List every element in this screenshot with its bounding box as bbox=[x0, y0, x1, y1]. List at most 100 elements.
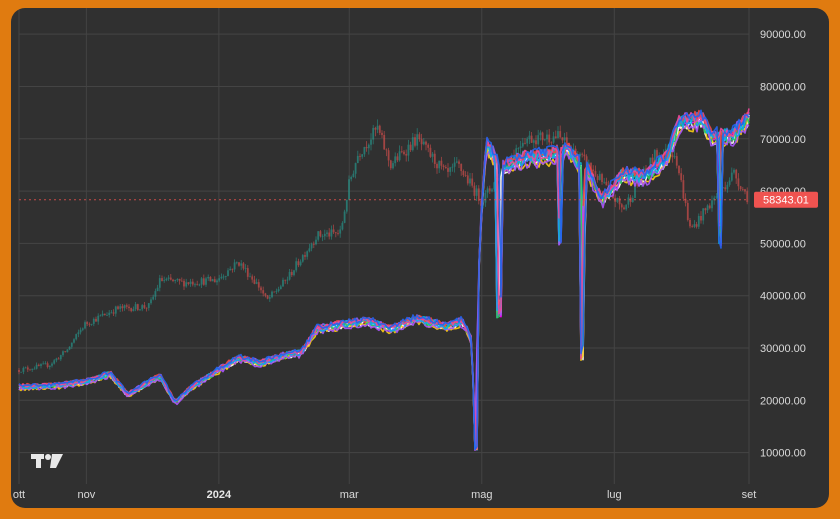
candle bbox=[376, 119, 379, 134]
candle bbox=[702, 208, 705, 225]
candle bbox=[290, 269, 293, 277]
candle bbox=[218, 274, 221, 283]
y-tick-label: 50000.00 bbox=[760, 238, 806, 250]
candle bbox=[240, 260, 243, 270]
candle bbox=[191, 278, 194, 287]
candle bbox=[451, 163, 454, 172]
candle bbox=[246, 265, 249, 280]
candle bbox=[337, 229, 339, 236]
candle bbox=[493, 181, 496, 192]
candle bbox=[594, 165, 597, 178]
candle bbox=[552, 131, 555, 144]
candle bbox=[95, 316, 97, 322]
candle bbox=[209, 276, 212, 282]
candle bbox=[264, 292, 267, 298]
candle bbox=[407, 139, 410, 162]
y-tick-label: 20000.00 bbox=[760, 395, 806, 407]
candle bbox=[268, 294, 271, 302]
candle bbox=[730, 167, 733, 182]
candle bbox=[385, 148, 388, 157]
candle bbox=[603, 177, 606, 184]
candlestick-series bbox=[18, 119, 749, 375]
candle bbox=[695, 221, 698, 229]
candle bbox=[416, 128, 419, 150]
y-tick-label: 80000.00 bbox=[760, 81, 806, 93]
candle bbox=[143, 301, 146, 309]
series-line bbox=[18, 109, 750, 451]
candle bbox=[66, 349, 69, 353]
candle bbox=[741, 186, 744, 191]
candle bbox=[372, 124, 375, 145]
candle bbox=[363, 146, 366, 157]
candle bbox=[319, 230, 322, 238]
candle bbox=[22, 366, 25, 375]
candle bbox=[383, 131, 386, 150]
candle bbox=[697, 213, 700, 229]
candle bbox=[167, 275, 170, 281]
candle bbox=[20, 371, 23, 373]
x-axis[interactable]: ott nov 2024 mar mag lug set bbox=[13, 489, 756, 501]
candle bbox=[378, 124, 381, 136]
candle bbox=[312, 241, 315, 249]
candle bbox=[117, 305, 119, 310]
line-series-bundle bbox=[18, 108, 750, 452]
series-line bbox=[18, 115, 750, 450]
grid bbox=[18, 8, 750, 484]
candle bbox=[623, 205, 625, 210]
candle bbox=[176, 278, 179, 282]
tradingview-logo-icon[interactable] bbox=[31, 454, 63, 468]
candle bbox=[722, 187, 724, 189]
candle bbox=[557, 126, 559, 139]
candle bbox=[284, 279, 287, 284]
candle bbox=[44, 361, 47, 365]
candle bbox=[422, 138, 425, 146]
candle bbox=[671, 150, 674, 163]
candle bbox=[744, 188, 746, 195]
candle bbox=[183, 278, 185, 291]
candle bbox=[299, 259, 302, 267]
candle bbox=[154, 288, 157, 300]
candle bbox=[317, 231, 320, 242]
candle bbox=[275, 288, 278, 295]
candle bbox=[81, 327, 84, 332]
candle bbox=[616, 197, 619, 204]
candle bbox=[163, 276, 166, 283]
candle bbox=[121, 304, 124, 312]
candle bbox=[185, 278, 188, 288]
candle bbox=[341, 221, 344, 231]
candle bbox=[627, 194, 630, 208]
candle bbox=[97, 313, 100, 325]
y-tick-label: 70000.00 bbox=[760, 134, 806, 146]
candle bbox=[693, 220, 696, 229]
candle bbox=[297, 258, 300, 268]
candle bbox=[189, 278, 192, 287]
candle bbox=[145, 307, 148, 312]
candle bbox=[130, 307, 133, 313]
candle bbox=[546, 129, 548, 145]
y-axis[interactable]: 10000.00 20000.00 30000.00 40000.00 50000.00… bbox=[760, 29, 806, 459]
candle bbox=[26, 365, 29, 373]
candle bbox=[321, 234, 324, 242]
candle bbox=[224, 275, 227, 281]
candle bbox=[447, 163, 449, 178]
candle bbox=[728, 177, 731, 187]
candle bbox=[396, 153, 399, 163]
candle bbox=[172, 278, 174, 283]
candle bbox=[477, 185, 480, 205]
candle bbox=[343, 209, 346, 224]
candle bbox=[359, 153, 361, 161]
candle bbox=[436, 162, 438, 174]
candle bbox=[550, 141, 553, 149]
chart-canvas[interactable]: 10000.00 20000.00 30000.00 40000.00 50000.00… bbox=[11, 8, 829, 508]
candle bbox=[711, 195, 713, 212]
y-tick-label: 90000.00 bbox=[760, 29, 806, 41]
candle bbox=[31, 368, 34, 372]
candle bbox=[535, 135, 537, 149]
candle bbox=[442, 164, 445, 171]
candle bbox=[216, 278, 218, 286]
candle bbox=[365, 141, 368, 152]
candle bbox=[704, 207, 707, 215]
candle bbox=[59, 354, 62, 362]
candle bbox=[361, 153, 364, 159]
candle bbox=[77, 329, 80, 338]
